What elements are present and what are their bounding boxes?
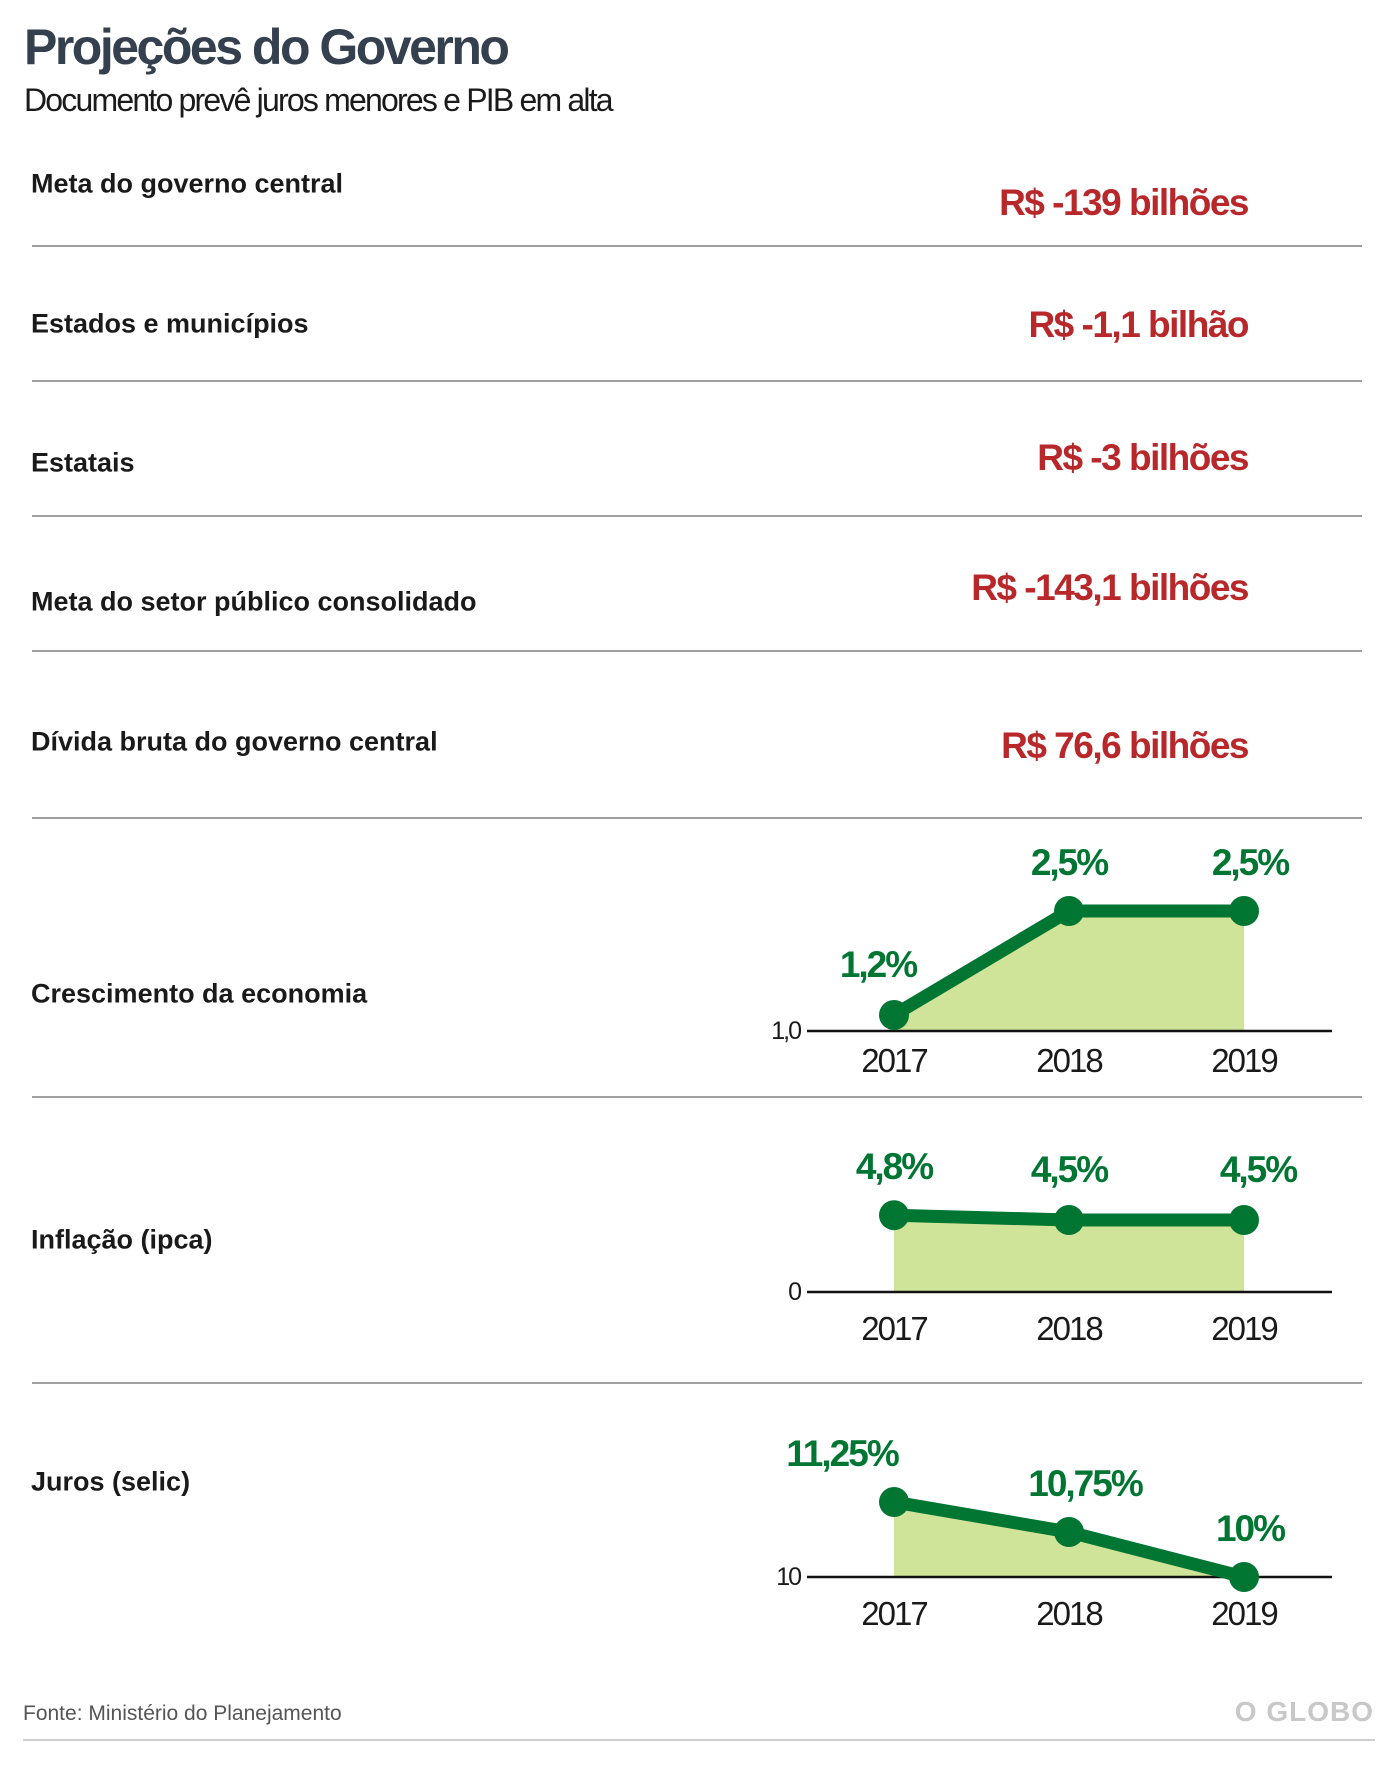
chart-label-inflation: Inflação (ipca): [31, 1224, 213, 1255]
row-value: R$ -3 bilhões: [1037, 437, 1249, 478]
data-point: [1054, 1205, 1084, 1235]
x-tick-label: 2018: [1036, 1310, 1102, 1347]
row-value: R$ 76,6 bilhões: [1001, 725, 1249, 766]
page-title: Projeções do Governo: [24, 19, 510, 75]
page-subtitle: Documento prevê juros menores e PIB em a…: [24, 82, 614, 118]
baseline-tick-label: 1,0: [771, 1017, 801, 1045]
chart-label-growth: Crescimento da economia: [31, 978, 368, 1009]
row-label: Estatais: [31, 447, 135, 478]
divider: [32, 515, 1362, 517]
x-tick-label: 2019: [1211, 1310, 1277, 1347]
row-label: Meta do setor público consolidado: [31, 586, 477, 617]
source-note: Fonte: Ministério do Planejamento: [23, 1702, 342, 1725]
divider: [32, 245, 1362, 247]
chart-area: [894, 911, 1244, 1031]
data-point: [1229, 896, 1259, 926]
x-tick-label: 2017: [861, 1042, 927, 1079]
x-tick-label: 2017: [861, 1595, 927, 1632]
data-label: 2,5%: [1031, 842, 1108, 883]
data-label: 10%: [1216, 1508, 1285, 1549]
row-label: Meta do governo central: [31, 168, 344, 199]
data-point: [1229, 1562, 1259, 1592]
data-point: [879, 1487, 909, 1517]
data-point: [879, 1000, 909, 1030]
data-label: 1,2%: [840, 944, 917, 985]
row-value: R$ -143,1 bilhões: [971, 567, 1249, 608]
data-label: 4,5%: [1220, 1149, 1297, 1190]
row-value: R$ -139 bilhões: [999, 182, 1249, 223]
data-point: [1054, 896, 1084, 926]
data-point: [1054, 1517, 1084, 1547]
x-tick-label: 2019: [1211, 1595, 1277, 1632]
x-tick-label: 2019: [1211, 1042, 1277, 1079]
data-point: [1229, 1205, 1259, 1235]
divider: [32, 1096, 1362, 1098]
data-label: 11,25%: [786, 1433, 899, 1474]
o-globo-logo: O GLOBO: [1234, 1696, 1374, 1727]
divider: [32, 380, 1362, 382]
x-tick-label: 2017: [861, 1310, 927, 1347]
row-label: Dívida bruta do governo central: [31, 726, 438, 757]
chart-area: [894, 1215, 1244, 1292]
data-point: [879, 1200, 909, 1231]
baseline-tick-label: 0: [788, 1278, 801, 1306]
data-label: 2,5%: [1212, 842, 1289, 883]
row-value: R$ -1,1 bilhão: [1028, 304, 1249, 345]
divider: [32, 1382, 1362, 1384]
x-tick-label: 2018: [1036, 1595, 1102, 1632]
footer-divider: [23, 1739, 1375, 1741]
row-label: Estados e municípios: [31, 308, 309, 339]
divider: [32, 817, 1362, 819]
chart-label-interest: Juros (selic): [31, 1466, 191, 1497]
data-label: 10,75%: [1028, 1463, 1143, 1504]
divider: [32, 650, 1362, 652]
data-label: 4,5%: [1031, 1149, 1108, 1190]
baseline-tick-label: 10: [776, 1563, 801, 1591]
data-label: 4,8%: [856, 1146, 933, 1187]
x-tick-label: 2018: [1036, 1042, 1102, 1079]
